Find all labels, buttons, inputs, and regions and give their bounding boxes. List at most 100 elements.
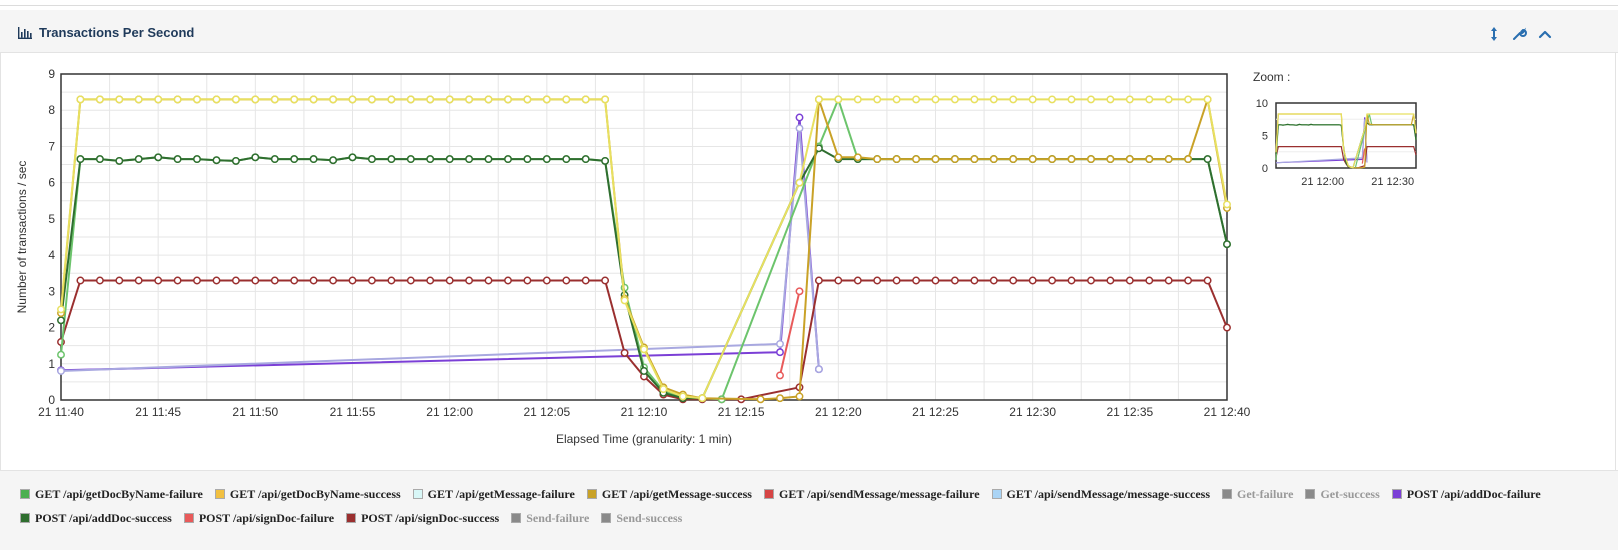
data-point[interactable]	[1125, 276, 1134, 285]
data-point[interactable]	[795, 287, 804, 296]
data-point[interactable]	[251, 95, 260, 104]
data-point[interactable]	[290, 276, 299, 285]
legend-item[interactable]: Get-success	[1305, 487, 1380, 502]
data-point[interactable]	[989, 95, 998, 104]
data-point[interactable]	[154, 276, 163, 285]
data-point[interactable]	[640, 367, 648, 375]
data-point[interactable]	[873, 95, 882, 104]
data-point[interactable]	[154, 153, 163, 162]
data-point[interactable]	[76, 95, 85, 104]
data-point[interactable]	[853, 153, 862, 162]
data-point[interactable]	[814, 95, 823, 104]
data-point[interactable]	[270, 276, 279, 285]
data-point[interactable]	[1087, 155, 1095, 164]
data-point[interactable]	[193, 95, 201, 104]
data-point[interactable]	[581, 95, 590, 104]
data-point[interactable]	[1125, 95, 1134, 104]
legend-item[interactable]: GET /api/getDocByName-success	[214, 487, 401, 502]
data-point[interactable]	[231, 156, 240, 165]
data-point[interactable]	[1184, 95, 1193, 104]
data-point[interactable]	[1028, 95, 1037, 104]
data-point[interactable]	[484, 276, 493, 285]
data-point[interactable]	[931, 276, 940, 285]
legend-item[interactable]: GET /api/sendMessage/message-failure	[763, 487, 980, 502]
data-point[interactable]	[212, 276, 221, 285]
data-point[interactable]	[95, 276, 104, 285]
data-point[interactable]	[756, 395, 765, 404]
chevron-up-icon[interactable]	[1537, 26, 1553, 42]
zoom-overview[interactable]: 0 5 10 21 12:00 21 12:30	[1256, 98, 1417, 188]
data-point[interactable]	[1145, 276, 1154, 285]
data-point[interactable]	[445, 155, 454, 164]
data-point[interactable]	[1048, 95, 1057, 104]
data-point[interactable]	[445, 276, 454, 285]
data-point[interactable]	[542, 276, 551, 285]
data-point[interactable]	[1009, 155, 1018, 164]
data-point[interactable]	[426, 155, 435, 164]
data-point[interactable]	[1067, 95, 1076, 104]
data-point[interactable]	[212, 95, 221, 104]
data-point[interactable]	[931, 155, 940, 164]
data-point[interactable]	[970, 276, 979, 285]
data-point[interactable]	[1184, 155, 1193, 164]
data-point[interactable]	[95, 155, 104, 164]
data-point[interactable]	[776, 348, 784, 357]
data-point[interactable]	[698, 394, 707, 403]
data-point[interactable]	[134, 95, 143, 104]
series-get-api-getdocbyname-success[interactable]	[57, 95, 1231, 403]
data-point[interactable]	[795, 392, 804, 401]
data-point[interactable]	[309, 155, 318, 164]
legend-item[interactable]: POST /api/signDoc-success	[346, 511, 499, 526]
data-point[interactable]	[367, 155, 376, 164]
data-point[interactable]	[1009, 276, 1018, 285]
data-point[interactable]	[348, 276, 357, 285]
data-point[interactable]	[426, 95, 435, 104]
data-point[interactable]	[348, 153, 357, 162]
data-point[interactable]	[329, 276, 338, 285]
data-point[interactable]	[1067, 155, 1076, 164]
data-point[interactable]	[776, 339, 784, 348]
series-get-api-sendmessage-message-success[interactable]	[57, 124, 823, 375]
legend-item[interactable]: GET /api/getMessage-failure	[412, 487, 575, 502]
legend-item[interactable]: GET /api/getDocByName-failure	[20, 487, 203, 502]
data-point[interactable]	[95, 95, 104, 104]
data-point[interactable]	[912, 155, 921, 164]
data-point[interactable]	[329, 156, 338, 165]
data-point[interactable]	[1087, 276, 1095, 285]
data-point[interactable]	[465, 155, 474, 164]
data-point[interactable]	[795, 113, 804, 122]
data-point[interactable]	[989, 155, 998, 164]
data-point[interactable]	[504, 95, 512, 104]
data-point[interactable]	[601, 156, 610, 165]
data-point[interactable]	[504, 276, 512, 285]
data-point[interactable]	[290, 95, 299, 104]
data-point[interactable]	[193, 155, 201, 164]
data-point[interactable]	[231, 276, 240, 285]
data-point[interactable]	[309, 95, 318, 104]
data-point[interactable]	[834, 276, 843, 285]
data-point[interactable]	[1203, 155, 1212, 164]
data-point[interactable]	[523, 95, 532, 104]
data-point[interactable]	[931, 95, 940, 104]
data-point[interactable]	[1164, 276, 1173, 285]
legend-item[interactable]: Send-failure	[511, 511, 589, 526]
legend-item[interactable]: POST /api/signDoc-failure	[183, 511, 334, 526]
data-point[interactable]	[115, 156, 124, 165]
data-point[interactable]	[134, 155, 143, 164]
data-point[interactable]	[892, 276, 901, 285]
data-point[interactable]	[640, 345, 648, 354]
series-post-api-adddoc-failure[interactable]	[57, 113, 823, 375]
data-point[interactable]	[445, 95, 454, 104]
data-point[interactable]	[1223, 200, 1231, 209]
data-point[interactable]	[1028, 276, 1037, 285]
data-point[interactable]	[1048, 155, 1057, 164]
data-point[interactable]	[115, 276, 124, 285]
data-point[interactable]	[1125, 155, 1134, 164]
data-point[interactable]	[795, 178, 804, 187]
data-point[interactable]	[115, 95, 124, 104]
data-point[interactable]	[853, 95, 862, 104]
data-point[interactable]	[76, 276, 85, 285]
data-point[interactable]	[814, 276, 823, 285]
data-point[interactable]	[251, 153, 260, 162]
